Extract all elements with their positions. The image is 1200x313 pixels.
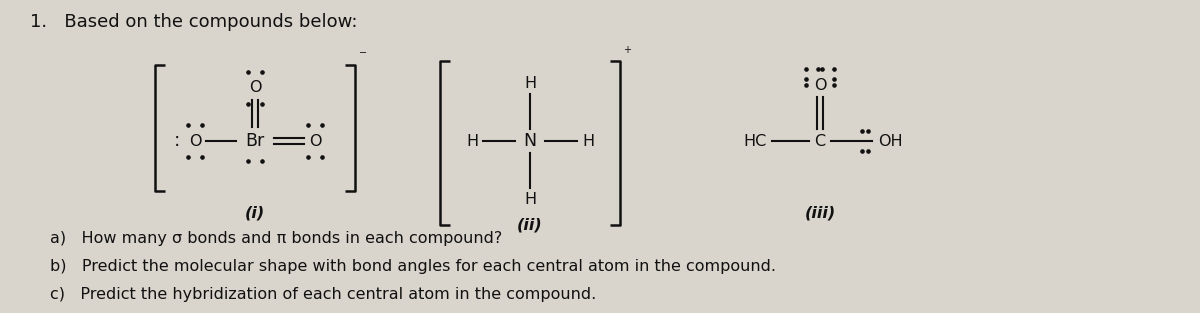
Text: c)   Predict the hybridization of each central atom in the compound.: c) Predict the hybridization of each cen… — [50, 287, 596, 302]
Text: H: H — [582, 134, 594, 148]
Text: (i): (i) — [245, 205, 265, 220]
Text: :: : — [174, 131, 180, 151]
Text: O: O — [248, 80, 262, 95]
Text: O: O — [814, 78, 827, 93]
Text: a)   How many σ bonds and π bonds in each compound?: a) How many σ bonds and π bonds in each … — [50, 231, 503, 246]
Text: HC: HC — [743, 134, 767, 148]
Text: (iii): (iii) — [804, 205, 835, 220]
Text: b)   Predict the molecular shape with bond angles for each central atom in the c: b) Predict the molecular shape with bond… — [50, 259, 776, 274]
Text: H: H — [524, 75, 536, 90]
Text: O: O — [188, 134, 202, 148]
Text: H: H — [524, 192, 536, 207]
Text: H: H — [466, 134, 478, 148]
Text: 1.   Based on the compounds below:: 1. Based on the compounds below: — [30, 13, 358, 31]
Text: O: O — [308, 134, 322, 148]
Text: (ii): (ii) — [517, 217, 542, 232]
Text: $^{+}$: $^{+}$ — [623, 45, 632, 59]
Text: Br: Br — [245, 132, 265, 150]
Text: OH: OH — [877, 134, 902, 148]
Text: N: N — [523, 132, 536, 150]
Text: $^{-}$: $^{-}$ — [358, 49, 367, 63]
Text: C: C — [815, 134, 826, 148]
